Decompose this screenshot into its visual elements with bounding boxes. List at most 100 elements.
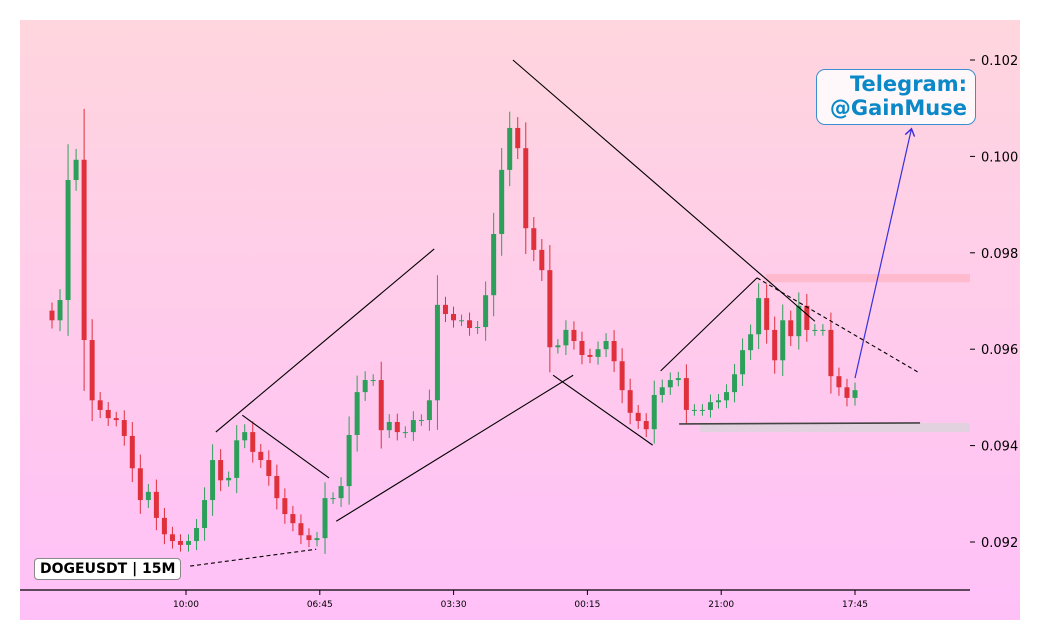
projection-arrow	[854, 130, 911, 379]
candle-body	[483, 295, 489, 328]
candle-body	[507, 127, 513, 170]
candle-body	[595, 349, 601, 357]
candle-body	[121, 420, 127, 436]
candle-body	[748, 334, 754, 351]
candle-body	[659, 387, 665, 395]
x-tick-label: 17:45	[842, 600, 868, 610]
candle-body	[65, 180, 71, 301]
candle-body	[57, 300, 63, 321]
candle-body	[402, 432, 408, 434]
x-tick-label: 06:45	[307, 600, 333, 610]
candle-body	[169, 534, 175, 542]
candle-body	[603, 341, 609, 350]
candle-body	[282, 498, 288, 515]
candle-body	[306, 535, 312, 541]
candle-body	[89, 340, 95, 401]
candle-body	[137, 468, 143, 501]
trendline	[512, 59, 816, 322]
trendline	[660, 277, 758, 372]
trendline	[756, 277, 921, 374]
candle-body	[194, 528, 200, 542]
candle-body	[274, 475, 280, 499]
x-tick-label: 00:15	[574, 600, 600, 610]
candle-body	[523, 148, 529, 229]
candle-body	[715, 400, 721, 403]
candle-body	[234, 440, 240, 478]
candle-body	[852, 390, 858, 398]
candle-body	[683, 378, 689, 410]
candle-body	[820, 329, 826, 331]
candle-body	[330, 498, 336, 500]
resistance-zone	[765, 274, 970, 283]
trendline	[679, 422, 921, 425]
y-tick-label: 0.098	[981, 247, 1018, 262]
candle-body	[531, 228, 537, 250]
candle-body	[354, 392, 360, 435]
candle-body	[186, 541, 192, 545]
candle-body	[49, 310, 55, 321]
trendline	[215, 248, 435, 433]
telegram-line2: @GainMuse	[829, 96, 967, 120]
candle-body	[161, 517, 167, 535]
candle-body	[804, 305, 810, 330]
candle-body	[73, 159, 79, 181]
candle-body	[772, 329, 778, 361]
candle-body	[370, 380, 376, 382]
candle-body	[129, 435, 135, 469]
candle-body	[812, 329, 818, 331]
candle-body	[579, 341, 585, 355]
candle-body	[724, 392, 730, 401]
candle-body	[442, 304, 448, 315]
candle-body	[298, 523, 304, 536]
candle-body	[145, 491, 151, 501]
candle-body	[362, 380, 368, 393]
y-tick-label: 0.092	[981, 536, 1018, 551]
x-tick-label: 21:00	[708, 600, 734, 610]
candle-body	[635, 412, 641, 422]
y-tick-label: 0.094	[981, 440, 1018, 455]
support-zone	[700, 422, 970, 433]
candle-body	[627, 390, 633, 413]
candle-body	[756, 298, 762, 335]
candle-body	[81, 159, 87, 341]
candle-body	[539, 249, 545, 271]
y-tick-label: 0.100	[981, 150, 1018, 165]
candle-body	[451, 314, 456, 321]
candle-body	[796, 305, 802, 337]
candle-body	[699, 409, 705, 411]
candle-body	[394, 421, 400, 433]
candle-body	[643, 421, 649, 430]
candle-body	[740, 350, 746, 375]
candle-body	[258, 451, 264, 461]
candle-body	[290, 514, 296, 524]
trendline	[335, 374, 574, 522]
candle-body	[314, 538, 320, 541]
candle-body	[675, 378, 681, 381]
candle-body	[836, 376, 842, 388]
x-tick-label: 10:00	[173, 600, 199, 610]
candle-body	[555, 345, 561, 348]
candle-body	[707, 402, 713, 410]
candle-body	[105, 409, 111, 419]
candle-body	[828, 329, 834, 377]
candle-body	[418, 420, 424, 422]
candle-body	[611, 341, 617, 362]
candle-body	[378, 380, 384, 431]
candle-body	[844, 387, 850, 398]
candle-body	[732, 374, 738, 393]
candle-body	[780, 320, 786, 361]
trendline	[241, 414, 330, 479]
candle-body	[434, 304, 440, 401]
candle-body	[426, 400, 432, 421]
candle-body	[113, 418, 119, 421]
candle-body	[587, 354, 593, 357]
candle-body	[322, 498, 328, 539]
candle-body	[266, 460, 272, 476]
candle-body	[467, 320, 473, 328]
candle-body	[475, 327, 481, 329]
candle-body	[459, 320, 465, 322]
candle-body	[651, 394, 657, 430]
candle-body	[499, 169, 505, 235]
y-tick-label: 0.096	[981, 343, 1018, 358]
candle-body	[667, 380, 673, 388]
